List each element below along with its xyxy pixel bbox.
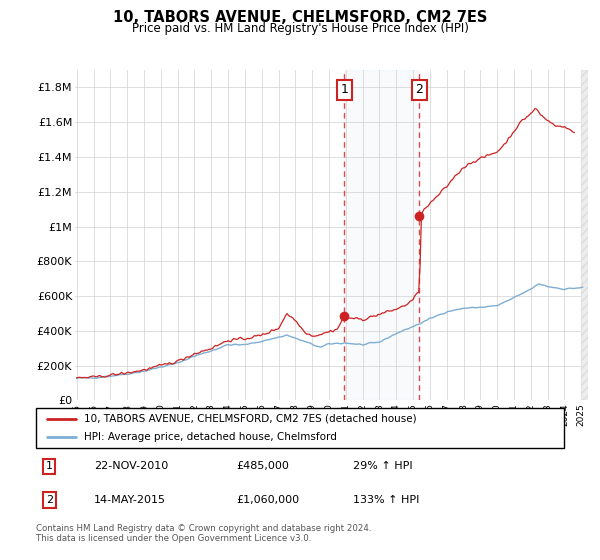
Text: 2: 2 [46, 495, 53, 505]
Text: 1: 1 [340, 83, 348, 96]
Text: 133% ↑ HPI: 133% ↑ HPI [353, 495, 419, 505]
Text: 14-MAY-2015: 14-MAY-2015 [94, 495, 166, 505]
Text: 1: 1 [46, 461, 53, 472]
Text: £1,060,000: £1,060,000 [236, 495, 300, 505]
Text: Contains HM Land Registry data © Crown copyright and database right 2024.
This d: Contains HM Land Registry data © Crown c… [36, 524, 371, 543]
Bar [344, 70, 419, 400]
Text: £485,000: £485,000 [236, 461, 290, 472]
Text: 29% ↑ HPI: 29% ↑ HPI [353, 461, 412, 472]
Text: 2: 2 [415, 83, 423, 96]
Bar [581, 70, 588, 400]
Text: 10, TABORS AVENUE, CHELMSFORD, CM2 7ES: 10, TABORS AVENUE, CHELMSFORD, CM2 7ES [113, 10, 487, 25]
Bar [581, 70, 588, 400]
Text: 22-NOV-2010: 22-NOV-2010 [94, 461, 169, 472]
Text: Price paid vs. HM Land Registry's House Price Index (HPI): Price paid vs. HM Land Registry's House … [131, 22, 469, 35]
Text: 10, TABORS AVENUE, CHELMSFORD, CM2 7ES (detached house): 10, TABORS AVENUE, CHELMSFORD, CM2 7ES (… [83, 414, 416, 423]
Text: HPI: Average price, detached house, Chelmsford: HPI: Average price, detached house, Chel… [83, 432, 337, 442]
